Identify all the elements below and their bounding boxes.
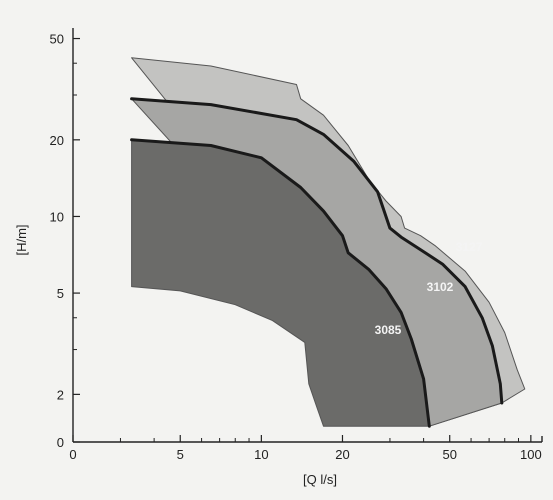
y-tick-label: 0 <box>57 435 64 450</box>
x-tick-label: 10 <box>254 447 268 462</box>
series-label-3102: 3102 <box>427 280 454 294</box>
x-tick-label: 0 <box>69 447 76 462</box>
x-tick-label: 20 <box>335 447 349 462</box>
y-tick-label: 2 <box>57 387 64 402</box>
x-tick-label: 100 <box>520 447 542 462</box>
series-label-3127: 3127 <box>456 240 483 254</box>
y-tick-label: 5 <box>57 286 64 301</box>
series-label-3085: 3085 <box>375 323 402 337</box>
x-tick-label: 50 <box>442 447 456 462</box>
y-tick-label: 50 <box>50 32 64 47</box>
y-tick-label: 10 <box>50 209 64 224</box>
performance-curves <box>130 97 504 428</box>
curve-3102 <box>130 138 431 428</box>
ticks: 0 5 10 20 50 100 0 2 5 10 20 50 <box>50 32 542 462</box>
x-tick-label: 5 <box>177 447 184 462</box>
y-axis-label: [H/m] <box>14 224 29 255</box>
axes <box>72 28 543 443</box>
series-labels: 3127 3102 3085 <box>375 240 483 337</box>
x-axis-label: [Q l/s] <box>303 472 337 487</box>
y-tick-label: 20 <box>50 133 64 148</box>
curve-3127 <box>130 97 504 405</box>
